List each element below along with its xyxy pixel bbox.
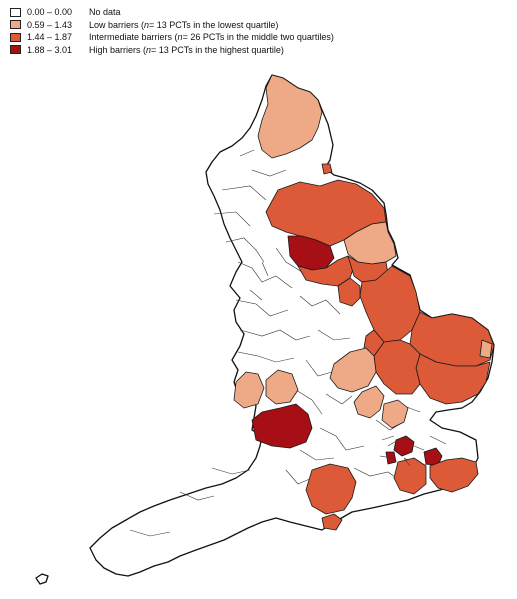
legend-range: 0.59 – 1.43 [27,19,73,30]
london-boundaries [379,435,425,467]
map-legend: 0.00 – 0.00 No data 0.59 – 1.43 Low barr… [10,6,334,56]
legend-label: Intermediate barriers (n= 26 PCTs in the… [89,32,334,43]
pct-region [305,463,357,515]
pct-region [429,457,479,493]
pct-region [233,371,265,409]
pct-region [337,277,361,307]
pct-region [321,513,343,531]
pct-region [321,163,333,175]
legend-range: 1.88 – 3.01 [27,44,73,55]
england-outline [89,74,495,577]
pct-region [287,235,335,271]
legend-swatch-no-data [10,7,21,17]
pct-region [423,447,443,467]
pct-region [373,339,421,395]
pct-region [265,369,299,405]
pct-region [381,399,409,429]
legend-swatch-high [10,45,21,55]
legend-swatch-low [10,20,21,30]
pct-region [353,385,385,419]
pct-region [329,347,377,393]
legend-range: 1.44 – 1.87 [27,32,73,43]
legend-label: Low barriers (n= 13 PCTs in the lowest q… [89,19,279,30]
pct-region [251,403,313,449]
legend-label: High barriers (n= 13 PCTs in the highest… [89,44,284,55]
legend-item-high: 1.88 – 3.01 High barriers (n= 13 PCTs in… [10,44,334,57]
pct-region [257,74,323,159]
pct-region [393,457,427,495]
legend-item-intermediate: 1.44 – 1.87 Intermediate barriers (n= 26… [10,31,334,44]
legend-range: 0.00 – 0.00 [27,7,73,18]
legend-swatch-intermediate [10,32,21,42]
pct-boundaries [129,149,447,537]
isles-of-scilly [35,573,49,585]
pct-region [479,339,493,359]
legend-label: No data [89,7,121,18]
legend-item-low: 0.59 – 1.43 Low barriers (n= 13 PCTs in … [10,19,334,32]
pct-region [393,435,415,457]
legend-item-no-data: 0.00 – 0.00 No data [10,6,334,19]
